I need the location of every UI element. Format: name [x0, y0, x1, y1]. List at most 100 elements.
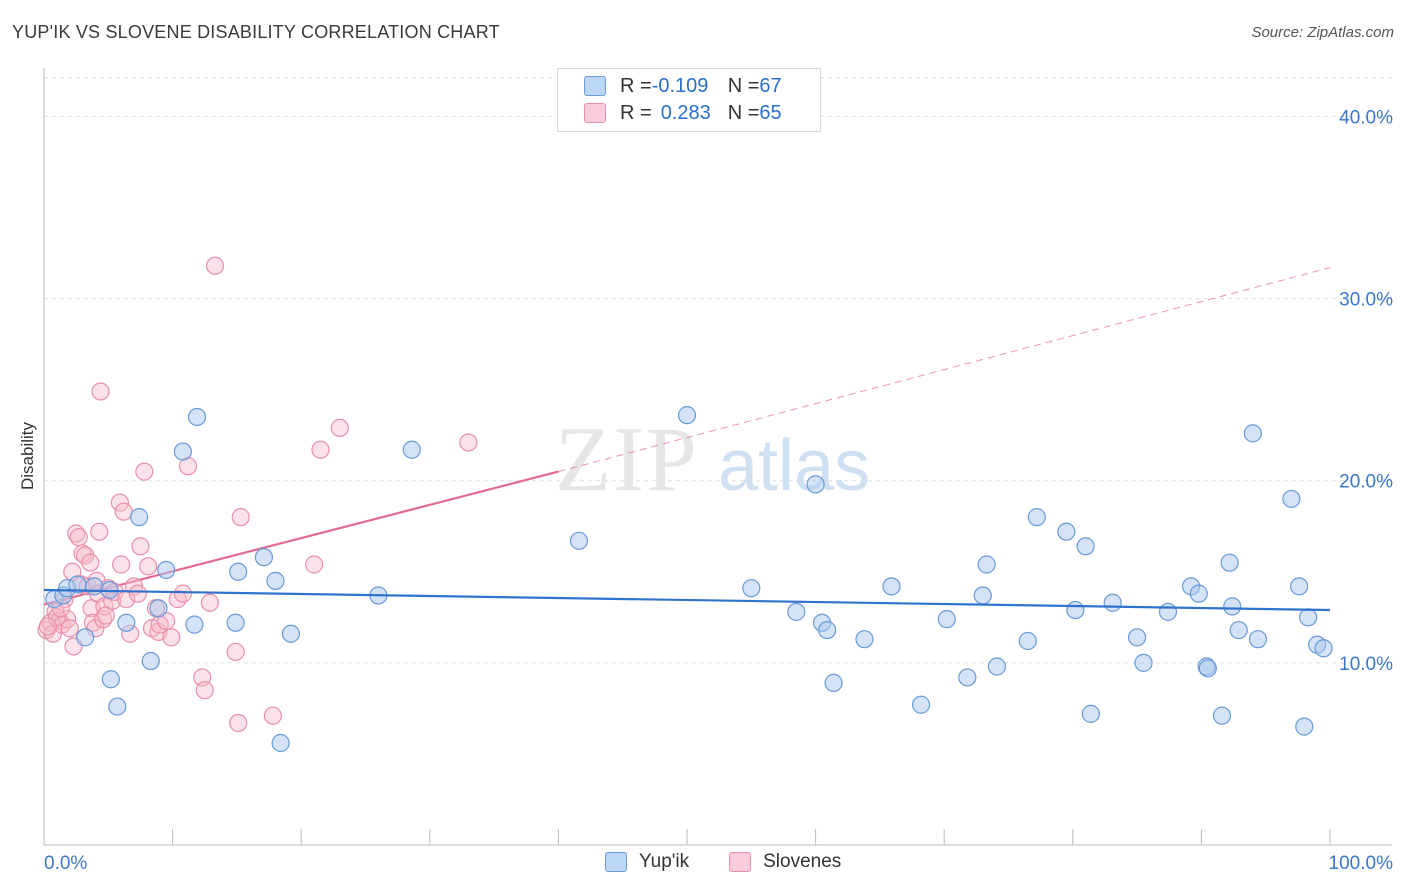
bottom-legend-label-yupik: Yup'ik	[639, 851, 690, 872]
slovenes-point	[90, 522, 109, 541]
legend-n-label: N =	[727, 74, 760, 97]
legend-n-value: 67	[759, 74, 782, 97]
yupik-point	[173, 442, 192, 461]
yupik-point	[977, 555, 996, 574]
bottom-legend-label-slovenes: Slovenes	[763, 851, 842, 872]
slovenes-point	[200, 593, 219, 612]
yupik-point	[742, 579, 761, 598]
slovenes-point	[69, 528, 88, 547]
slovenes-point	[231, 508, 250, 527]
yupik-point	[806, 475, 825, 494]
slovenes-point	[112, 555, 131, 574]
yupik-point	[1027, 508, 1046, 527]
yupik-point	[229, 562, 248, 581]
yupik-point	[149, 599, 168, 618]
yupik-point	[1066, 600, 1085, 620]
slovenes-point	[263, 706, 283, 725]
watermark: ZIP atlas	[555, 408, 870, 510]
yupik-point	[402, 440, 421, 459]
yupik-point	[130, 508, 149, 527]
yupik-point	[185, 615, 204, 634]
yupik-point	[973, 586, 992, 605]
bottom-legend-slovenes: Slovenes	[729, 851, 841, 873]
legend-swatch-yupik	[584, 76, 606, 96]
slovenes-point	[114, 502, 133, 521]
bottom-legend: Yup'ik Slovenes	[605, 851, 881, 873]
slovenes-point	[195, 681, 214, 700]
yupik-point	[1189, 584, 1208, 603]
y-tick-label: 40.0%	[1339, 107, 1393, 128]
yupik-point	[1220, 553, 1239, 572]
slovenes-point	[60, 619, 79, 638]
yupik-point	[1057, 522, 1076, 541]
yupik-point	[1103, 593, 1122, 612]
yupik-point	[818, 620, 837, 640]
slovenes-point	[38, 617, 57, 636]
yupik-point	[1158, 602, 1178, 621]
slovenes-point	[131, 537, 150, 556]
slovenes-point	[229, 713, 248, 733]
yupik-point	[76, 628, 95, 647]
yupik-point	[1290, 577, 1309, 596]
slovenes-point	[226, 642, 245, 662]
yupik-point	[117, 613, 136, 632]
slovenes-point	[139, 557, 158, 576]
source-label: Source: ZipAtlas.com	[1251, 24, 1394, 41]
yupik-point	[141, 651, 160, 671]
slovenes-points	[37, 256, 478, 733]
yupik-point	[855, 630, 874, 649]
slovenes-point	[173, 584, 192, 603]
yupik-point	[1018, 631, 1037, 651]
yupik-point	[677, 406, 697, 425]
yupik-point	[1081, 704, 1100, 723]
tick-labels: 10.0% 20.0% 30.0% 40.0% 0.0% 100.0%	[44, 107, 1393, 874]
slovenes-point	[135, 462, 154, 481]
yupik-point	[1223, 597, 1242, 616]
slovenes-point	[81, 553, 100, 572]
yupik-point	[1134, 653, 1153, 672]
yupik-point	[882, 577, 901, 596]
legend-r-label: R =	[620, 74, 652, 97]
yupik-point	[226, 613, 245, 632]
yupik-point	[911, 695, 931, 714]
slovenes-point	[91, 382, 110, 401]
yupik-point	[108, 697, 127, 716]
yupik-point	[1229, 620, 1248, 640]
yupik-point	[1076, 537, 1095, 556]
slovenes-point	[73, 544, 92, 563]
slovenes-point	[168, 590, 187, 609]
yupik-trend-group	[43, 588, 1331, 612]
slovenes-point	[128, 584, 147, 603]
slovenes-point	[162, 628, 181, 647]
legend-swatch-slovenes	[584, 103, 606, 123]
y-axis-label: Disability	[18, 421, 37, 491]
yupik-point	[987, 657, 1007, 676]
slovenes-point	[459, 433, 478, 452]
watermark-zip: ZIP	[555, 408, 699, 510]
slovenes-trend-group	[43, 267, 1331, 606]
slovenes-point	[304, 555, 324, 574]
yupik-point	[569, 531, 589, 550]
slovenes-point	[110, 493, 129, 512]
yupik-point	[1212, 706, 1232, 725]
slovenes-point	[205, 256, 225, 275]
legend-row-slovenes: R = 0.283 N = 65	[584, 100, 782, 126]
yupik-point	[101, 670, 120, 689]
slovenes-point	[330, 418, 349, 437]
y-tick-label: 30.0%	[1339, 290, 1393, 311]
bottom-legend-swatch-slovenes	[729, 852, 752, 872]
slovenes-trend-line	[43, 470, 559, 606]
yupik-trend-line	[43, 588, 1331, 612]
bottom-legend-swatch-yupik	[605, 852, 627, 872]
yupik-point	[1295, 717, 1314, 736]
yupik-point	[787, 602, 806, 621]
legend-n-value: 65	[759, 101, 782, 124]
x-tick-label: 0.0%	[44, 853, 87, 874]
chart-title: YUP'IK VS SLOVENE DISABILITY CORRELATION…	[12, 22, 500, 42]
legend-r-value: 0.283	[660, 101, 711, 124]
yupik-point	[958, 668, 977, 687]
slovenes-point	[311, 440, 330, 459]
yupik-point	[824, 673, 843, 692]
yupik-point	[85, 577, 104, 596]
